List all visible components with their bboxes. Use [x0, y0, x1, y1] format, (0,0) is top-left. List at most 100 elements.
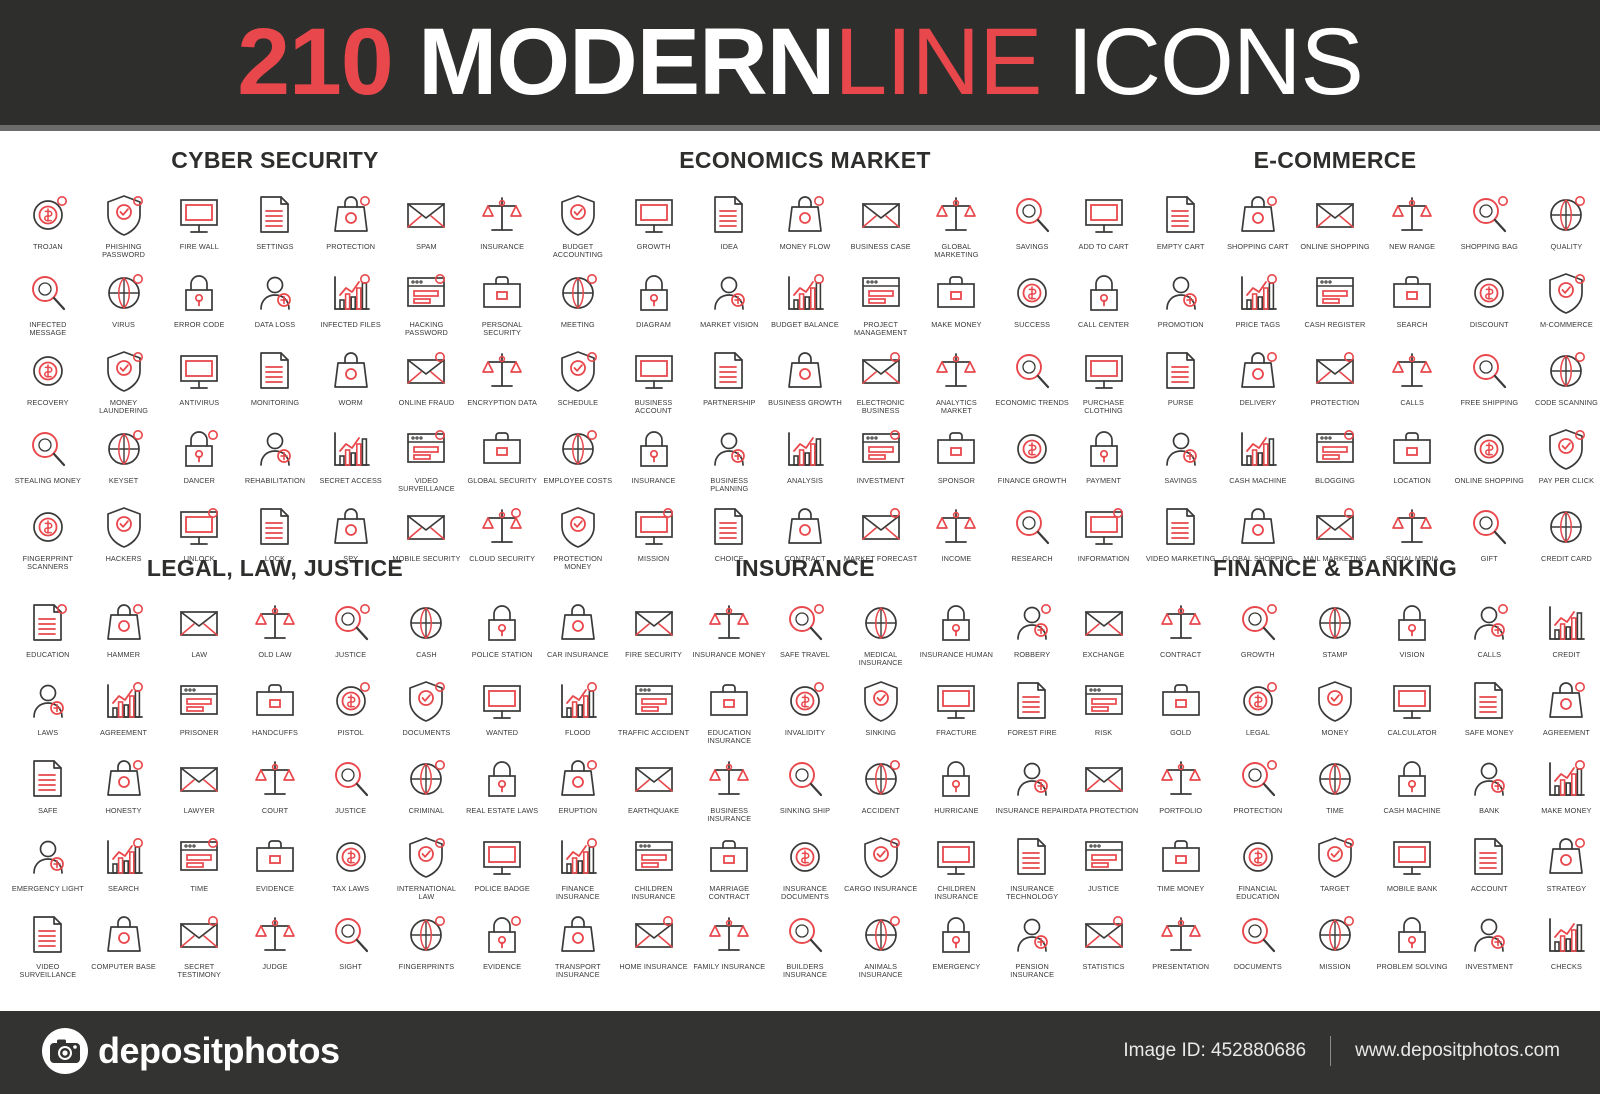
icon-cell[interactable]: CAR INSURANCE	[540, 598, 616, 672]
icon-cell[interactable]: PROJECT MANAGEMENT	[843, 268, 919, 342]
icon-cell[interactable]: EMERGENCY	[919, 910, 995, 984]
icon-cell[interactable]: ADD TO CART	[1065, 190, 1142, 264]
icon-cell[interactable]: EARTHQUAKE	[616, 754, 692, 828]
icon-cell[interactable]: JUDGE	[237, 910, 313, 984]
icon-cell[interactable]: INSURANCE DOCUMENTS	[767, 832, 843, 906]
icon-cell[interactable]: FAMILY INSURANCE	[691, 910, 767, 984]
icon-cell[interactable]: SINKING SHIP	[767, 754, 843, 828]
icon-cell[interactable]: GLOBAL SECURITY	[464, 424, 540, 498]
icon-cell[interactable]: SECRET ACCESS	[313, 424, 389, 498]
icon-cell[interactable]: HAMMER	[86, 598, 162, 672]
icon-cell[interactable]: RISK	[1065, 676, 1142, 750]
icon-cell[interactable]: WANTED	[464, 676, 540, 750]
icon-cell[interactable]: CONTRACT	[1142, 598, 1219, 672]
icon-cell[interactable]: INFECTED MESSAGE	[10, 268, 86, 342]
icon-cell[interactable]: ROBBERY	[994, 598, 1070, 672]
icon-cell[interactable]: COMPUTER BASE	[86, 910, 162, 984]
icon-cell[interactable]: ANTIVIRUS	[161, 346, 237, 420]
icon-cell[interactable]: SETTINGS	[237, 190, 313, 264]
icon-cell[interactable]: GIFT	[1451, 502, 1528, 576]
icon-cell[interactable]: CALLS	[1451, 598, 1528, 672]
icon-cell[interactable]: INSURANCE	[464, 190, 540, 264]
icon-cell[interactable]: TIME	[161, 832, 237, 906]
icon-cell[interactable]: CODE SCANNING	[1528, 346, 1600, 420]
icon-cell[interactable]: PORTFOLIO	[1142, 754, 1219, 828]
icon-cell[interactable]: LOCK	[237, 502, 313, 576]
icon-cell[interactable]: MARRIAGE CONTRACT	[691, 832, 767, 906]
icon-cell[interactable]: SPY	[313, 502, 389, 576]
icon-cell[interactable]: STAMP	[1296, 598, 1373, 672]
icon-cell[interactable]: ANIMALS INSURANCE	[843, 910, 919, 984]
icon-cell[interactable]: CALLS	[1374, 346, 1451, 420]
icon-cell[interactable]: GOLD	[1142, 676, 1219, 750]
icon-cell[interactable]: SAFE MONEY	[1451, 676, 1528, 750]
icon-cell[interactable]: INSURANCE HUMAN	[919, 598, 995, 672]
icon-cell[interactable]: TRAFFIC ACCIDENT	[616, 676, 692, 750]
icon-cell[interactable]: VIDEO SURVEILLANCE	[10, 910, 86, 984]
icon-cell[interactable]: VIRUS	[86, 268, 162, 342]
icon-cell[interactable]: TAX LAWS	[313, 832, 389, 906]
icon-cell[interactable]: FLOOD	[540, 676, 616, 750]
icon-cell[interactable]: DOCUMENTS	[389, 676, 465, 750]
icon-cell[interactable]: HACKING PASSWORD	[389, 268, 465, 342]
icon-cell[interactable]: JUSTICE	[313, 598, 389, 672]
icon-cell[interactable]: MAKE MONEY	[1528, 754, 1600, 828]
icon-cell[interactable]: STRATEGY	[1528, 832, 1600, 906]
icon-cell[interactable]: LOCATION	[1374, 424, 1451, 498]
icon-cell[interactable]: DATA PROTECTION	[1065, 754, 1142, 828]
icon-cell[interactable]: SAFE	[10, 754, 86, 828]
icon-cell[interactable]: MEDICAL INSURANCE	[843, 598, 919, 672]
icon-cell[interactable]: CALCULATOR	[1374, 676, 1451, 750]
icon-cell[interactable]: INSURANCE MONEY	[691, 598, 767, 672]
icon-cell[interactable]: INFORMATION	[1065, 502, 1142, 576]
icon-cell[interactable]: NEW RANGE	[1374, 190, 1451, 264]
icon-cell[interactable]: BLOGGING	[1296, 424, 1373, 498]
icon-cell[interactable]: MONEY LAUNDERING	[86, 346, 162, 420]
icon-cell[interactable]: CASH MACHINE	[1374, 754, 1451, 828]
icon-cell[interactable]: CRIMINAL	[389, 754, 465, 828]
icon-cell[interactable]: M-COMMERCE	[1528, 268, 1600, 342]
icon-cell[interactable]: SAVINGS	[994, 190, 1070, 264]
icon-cell[interactable]: EVIDENCE	[237, 832, 313, 906]
icon-cell[interactable]: BUILDERS INSURANCE	[767, 910, 843, 984]
icon-cell[interactable]: PROTECTION	[1296, 346, 1373, 420]
icon-cell[interactable]: CARGO INSURANCE	[843, 832, 919, 906]
icon-cell[interactable]: SAFE TRAVEL	[767, 598, 843, 672]
icon-cell[interactable]: BANK	[1451, 754, 1528, 828]
icon-cell[interactable]: TARGET	[1296, 832, 1373, 906]
icon-cell[interactable]: FINANCIAL EDUCATION	[1219, 832, 1296, 906]
icon-cell[interactable]: MAKE MONEY	[919, 268, 995, 342]
icon-cell[interactable]: CLOUD SECURITY	[464, 502, 540, 576]
icon-cell[interactable]: CREDIT	[1528, 598, 1600, 672]
icon-cell[interactable]: EXCHANGE	[1065, 598, 1142, 672]
icon-cell[interactable]: ONLINE FRAUD	[389, 346, 465, 420]
icon-cell[interactable]: EMPLOYEE COSTS	[540, 424, 616, 498]
icon-cell[interactable]: GROWTH	[616, 190, 692, 264]
icon-cell[interactable]: LAW	[161, 598, 237, 672]
icon-cell[interactable]: GLOBAL MARKETING	[919, 190, 995, 264]
icon-cell[interactable]: OLD LAW	[237, 598, 313, 672]
icon-cell[interactable]: BUSINESS GROWTH	[767, 346, 843, 420]
icon-cell[interactable]: GLOBAL SHOPPING	[1219, 502, 1296, 576]
icon-cell[interactable]: CASH	[389, 598, 465, 672]
icon-cell[interactable]: SINKING	[843, 676, 919, 750]
icon-cell[interactable]: BUSINESS INSURANCE	[691, 754, 767, 828]
icon-cell[interactable]: CASH REGISTER	[1296, 268, 1373, 342]
icon-cell[interactable]: DANCER	[161, 424, 237, 498]
icon-cell[interactable]: MAIL MARKETING	[1296, 502, 1373, 576]
icon-cell[interactable]: INCOME	[919, 502, 995, 576]
icon-cell[interactable]: FINANCE INSURANCE	[540, 832, 616, 906]
icon-cell[interactable]: SHOPPING CART	[1219, 190, 1296, 264]
icon-cell[interactable]: JUSTICE	[313, 754, 389, 828]
icon-cell[interactable]: MOBILE SECURITY	[389, 502, 465, 576]
icon-cell[interactable]: PROTECTION MONEY	[540, 502, 616, 576]
icon-cell[interactable]: DATA LOSS	[237, 268, 313, 342]
icon-cell[interactable]: SECRET TESTIMONY	[161, 910, 237, 984]
icon-cell[interactable]: ANALYTICS MARKET	[919, 346, 995, 420]
icon-cell[interactable]: REAL ESTATE LAWS	[464, 754, 540, 828]
icon-cell[interactable]: MARKET VISION	[691, 268, 767, 342]
icon-cell[interactable]: BUSINESS PLANNING	[691, 424, 767, 498]
icon-cell[interactable]: FIRE WALL	[161, 190, 237, 264]
icon-cell[interactable]: SIGHT	[313, 910, 389, 984]
icon-cell[interactable]: PROMOTION	[1142, 268, 1219, 342]
